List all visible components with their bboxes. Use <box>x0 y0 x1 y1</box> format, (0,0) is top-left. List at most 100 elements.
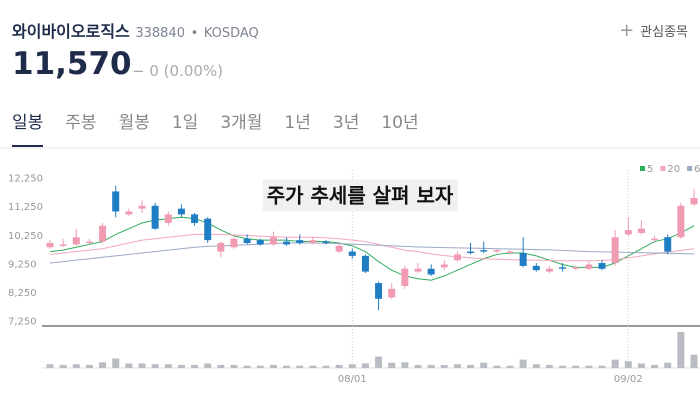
candle-body <box>440 264 448 268</box>
tab[interactable]: 3년 <box>332 113 360 133</box>
candle-body <box>72 237 80 245</box>
candle-body <box>296 240 304 243</box>
y-tick-label: 12,250 <box>8 174 43 185</box>
volume-bar <box>112 358 120 368</box>
candle-body <box>598 263 606 269</box>
ma-line <box>49 242 695 264</box>
volume-bar <box>269 364 277 368</box>
volume-bar <box>401 362 409 368</box>
ma-line <box>49 216 695 281</box>
y-tick-label: 9,250 <box>8 259 37 270</box>
candle-body <box>138 205 146 209</box>
x-tick-label: 09/02 <box>614 374 643 385</box>
candle-body <box>269 237 277 245</box>
volume-bar <box>506 365 514 368</box>
volume-bar <box>664 362 672 368</box>
volume-bar <box>204 363 212 368</box>
price-change: − 0 (0.00%) <box>132 62 223 80</box>
candle-body <box>309 240 317 243</box>
volume-bar <box>480 362 488 368</box>
candle-body <box>401 268 409 286</box>
volume-bar <box>611 359 619 368</box>
volume-bar <box>598 365 606 368</box>
volume-bar <box>256 365 264 368</box>
volume-bar <box>191 364 199 368</box>
annotation-box <box>262 179 458 212</box>
candle-body <box>99 225 107 242</box>
watch-label: 관심종목 <box>640 25 688 40</box>
volume-bar <box>164 364 172 368</box>
candle-body <box>611 237 619 264</box>
candle-body <box>375 283 383 299</box>
price: 11,570 <box>12 46 132 82</box>
candle-body <box>506 251 514 254</box>
volume-bar <box>322 365 330 368</box>
candle-body <box>112 191 120 212</box>
volume-bar <box>125 363 133 368</box>
volume-bar <box>72 364 80 368</box>
candle-body <box>322 241 330 243</box>
volume-bar <box>375 356 383 368</box>
candle-body <box>480 250 488 252</box>
volume-bar <box>151 364 159 368</box>
y-tick-label: 8,250 <box>8 288 37 299</box>
candle-body <box>85 241 93 243</box>
candle-body <box>493 250 501 252</box>
volume-bar <box>99 362 107 368</box>
volume-bar <box>677 331 685 368</box>
volume-bar <box>296 365 304 368</box>
tab[interactable]: 1일 <box>171 113 199 133</box>
volume-bar <box>138 363 146 368</box>
ma-line <box>49 233 695 262</box>
volume-bar <box>335 364 343 368</box>
volume-bar <box>414 364 422 368</box>
volume-bar <box>624 361 632 368</box>
volume-bar <box>427 364 435 368</box>
volume-bar <box>283 365 291 368</box>
stock-code: 338840 <box>135 26 185 41</box>
period-tabs: 일봉 주봉 월봉 1일 3개월 1년 3년 10년 <box>12 108 441 147</box>
candle-body <box>664 237 672 252</box>
volume-bar <box>467 364 475 368</box>
candle-body <box>467 251 475 254</box>
market: KOSDAQ <box>203 26 259 41</box>
tab[interactable]: 3개월 <box>220 113 263 133</box>
volume-bar <box>46 364 54 368</box>
candle-body <box>453 254 461 261</box>
volume-bar <box>690 354 698 368</box>
candle-body <box>427 268 435 275</box>
y-tick-label: 7,250 <box>8 317 37 328</box>
candle-body <box>361 255 369 272</box>
volume-bar <box>637 363 645 368</box>
watch-button[interactable]: + 관심종목 <box>619 20 688 41</box>
volume-bar <box>651 364 659 368</box>
volume-bar <box>585 365 593 368</box>
candle-body <box>348 251 356 256</box>
candle-body <box>191 214 199 223</box>
volume-bar <box>545 364 553 368</box>
y-tick-label: 11,250 <box>8 202 43 213</box>
volume-bar <box>559 365 567 368</box>
volume-bar <box>493 365 501 368</box>
candle-body <box>151 205 159 229</box>
volume-bar <box>388 362 396 368</box>
tab[interactable]: 월봉 <box>118 113 150 133</box>
x-tick-label: 08/01 <box>338 374 367 385</box>
volume-bar <box>361 363 369 368</box>
tab[interactable]: 1년 <box>284 113 311 133</box>
candle-body <box>177 208 185 215</box>
candle-body <box>519 253 527 266</box>
legend-swatch <box>640 166 645 171</box>
volume-bar <box>572 365 580 368</box>
tab[interactable]: 주봉 <box>65 113 97 133</box>
stock-name: 와이바이오로직스 <box>12 22 130 41</box>
volume-bar <box>440 364 448 368</box>
candle-body <box>545 268 553 272</box>
candle-body <box>651 238 659 241</box>
tab[interactable]: 일봉 <box>12 108 44 147</box>
legend-label: 20 <box>667 164 680 175</box>
tab[interactable]: 10년 <box>381 113 419 133</box>
candle-body <box>230 238 238 248</box>
candle-body <box>414 268 422 272</box>
candle-body <box>677 205 685 238</box>
